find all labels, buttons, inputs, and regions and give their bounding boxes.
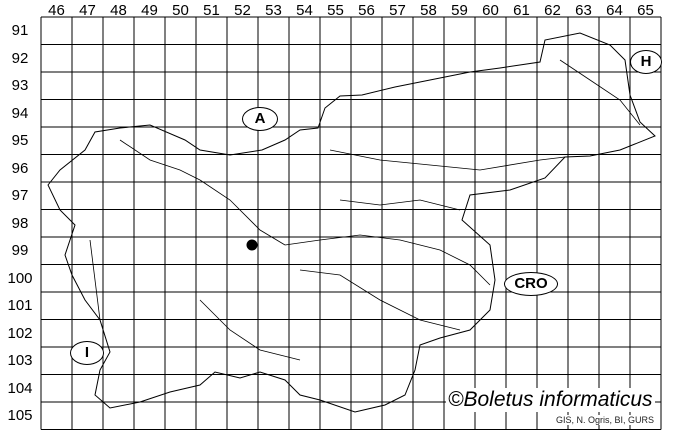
row-label: 99 — [11, 242, 29, 259]
country-label-hungary: H — [630, 50, 662, 74]
row-label: 102 — [7, 324, 33, 342]
rivers — [89, 59, 641, 361]
column-label: 61 — [513, 2, 530, 19]
column-label: 57 — [389, 2, 406, 19]
row-label: 97 — [11, 187, 29, 204]
country-border — [47, 32, 656, 413]
column-label: 56 — [358, 2, 375, 19]
row-label: 101 — [7, 297, 33, 314]
column-label: 47 — [79, 2, 96, 19]
column-label: 50 — [172, 2, 189, 19]
utm-grid — [40, 16, 662, 430]
column-label: 54 — [296, 2, 313, 19]
country-label-croatia: CRO — [504, 272, 558, 296]
column-label: 62 — [544, 2, 561, 19]
source-text: GIS, N. Ogris, BI, GURS — [556, 415, 655, 425]
country-label-italy: I — [70, 341, 104, 365]
row-label: 104 — [7, 379, 33, 397]
row-label: 96 — [11, 159, 29, 177]
column-label: 55 — [327, 2, 344, 19]
record-dot — [246, 239, 258, 251]
row-label: 105 — [7, 407, 33, 424]
column-label: 65 — [637, 2, 654, 19]
row-label: 95 — [11, 132, 29, 149]
column-label: 52 — [234, 2, 251, 19]
row-label: 92 — [11, 49, 29, 67]
row-label: 91 — [11, 22, 29, 39]
column-label: 58 — [420, 2, 437, 19]
column-label: 48 — [110, 2, 127, 19]
credit-text: ©Boletus informaticus — [446, 388, 655, 412]
column-label: 49 — [141, 2, 158, 19]
row-label: 103 — [7, 352, 33, 369]
column-label: 53 — [265, 2, 282, 19]
column-label: 60 — [482, 2, 499, 19]
row-label: 94 — [11, 104, 29, 122]
column-label: 64 — [606, 2, 623, 19]
row-label: 98 — [11, 214, 29, 232]
country-label-austria: A — [242, 107, 278, 131]
row-label: 93 — [11, 77, 29, 94]
column-label: 59 — [451, 2, 468, 19]
column-label: 46 — [48, 2, 65, 19]
column-label: 51 — [203, 2, 220, 19]
column-label: 63 — [575, 2, 592, 19]
row-label: 100 — [7, 269, 33, 287]
